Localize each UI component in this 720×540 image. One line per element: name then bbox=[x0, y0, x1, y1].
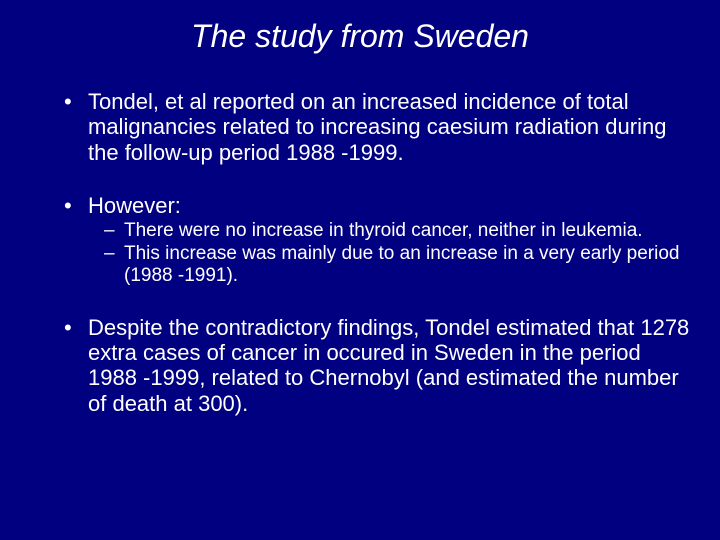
slide-title: The study from Sweden bbox=[70, 18, 650, 55]
sub-bullet-text: This increase was mainly due to an incre… bbox=[124, 243, 680, 286]
bullet-list: Tondel, et al reported on an increased i… bbox=[30, 89, 690, 416]
bullet-item: However: There were no increase in thyro… bbox=[64, 193, 690, 287]
sub-bullet-item: There were no increase in thyroid cancer… bbox=[104, 220, 690, 242]
bullet-text: Despite the contradictory findings, Tond… bbox=[88, 315, 689, 416]
bullet-text: However: bbox=[88, 193, 181, 218]
slide: The study from Sweden Tondel, et al repo… bbox=[0, 0, 720, 540]
sub-bullet-item: This increase was mainly due to an incre… bbox=[104, 243, 690, 287]
bullet-item: Tondel, et al reported on an increased i… bbox=[64, 89, 690, 165]
bullet-item: Despite the contradictory findings, Tond… bbox=[64, 315, 690, 416]
sub-bullet-text: There were no increase in thyroid cancer… bbox=[124, 220, 643, 241]
sub-bullet-list: There were no increase in thyroid cancer… bbox=[88, 220, 690, 287]
bullet-text: Tondel, et al reported on an increased i… bbox=[88, 89, 666, 165]
